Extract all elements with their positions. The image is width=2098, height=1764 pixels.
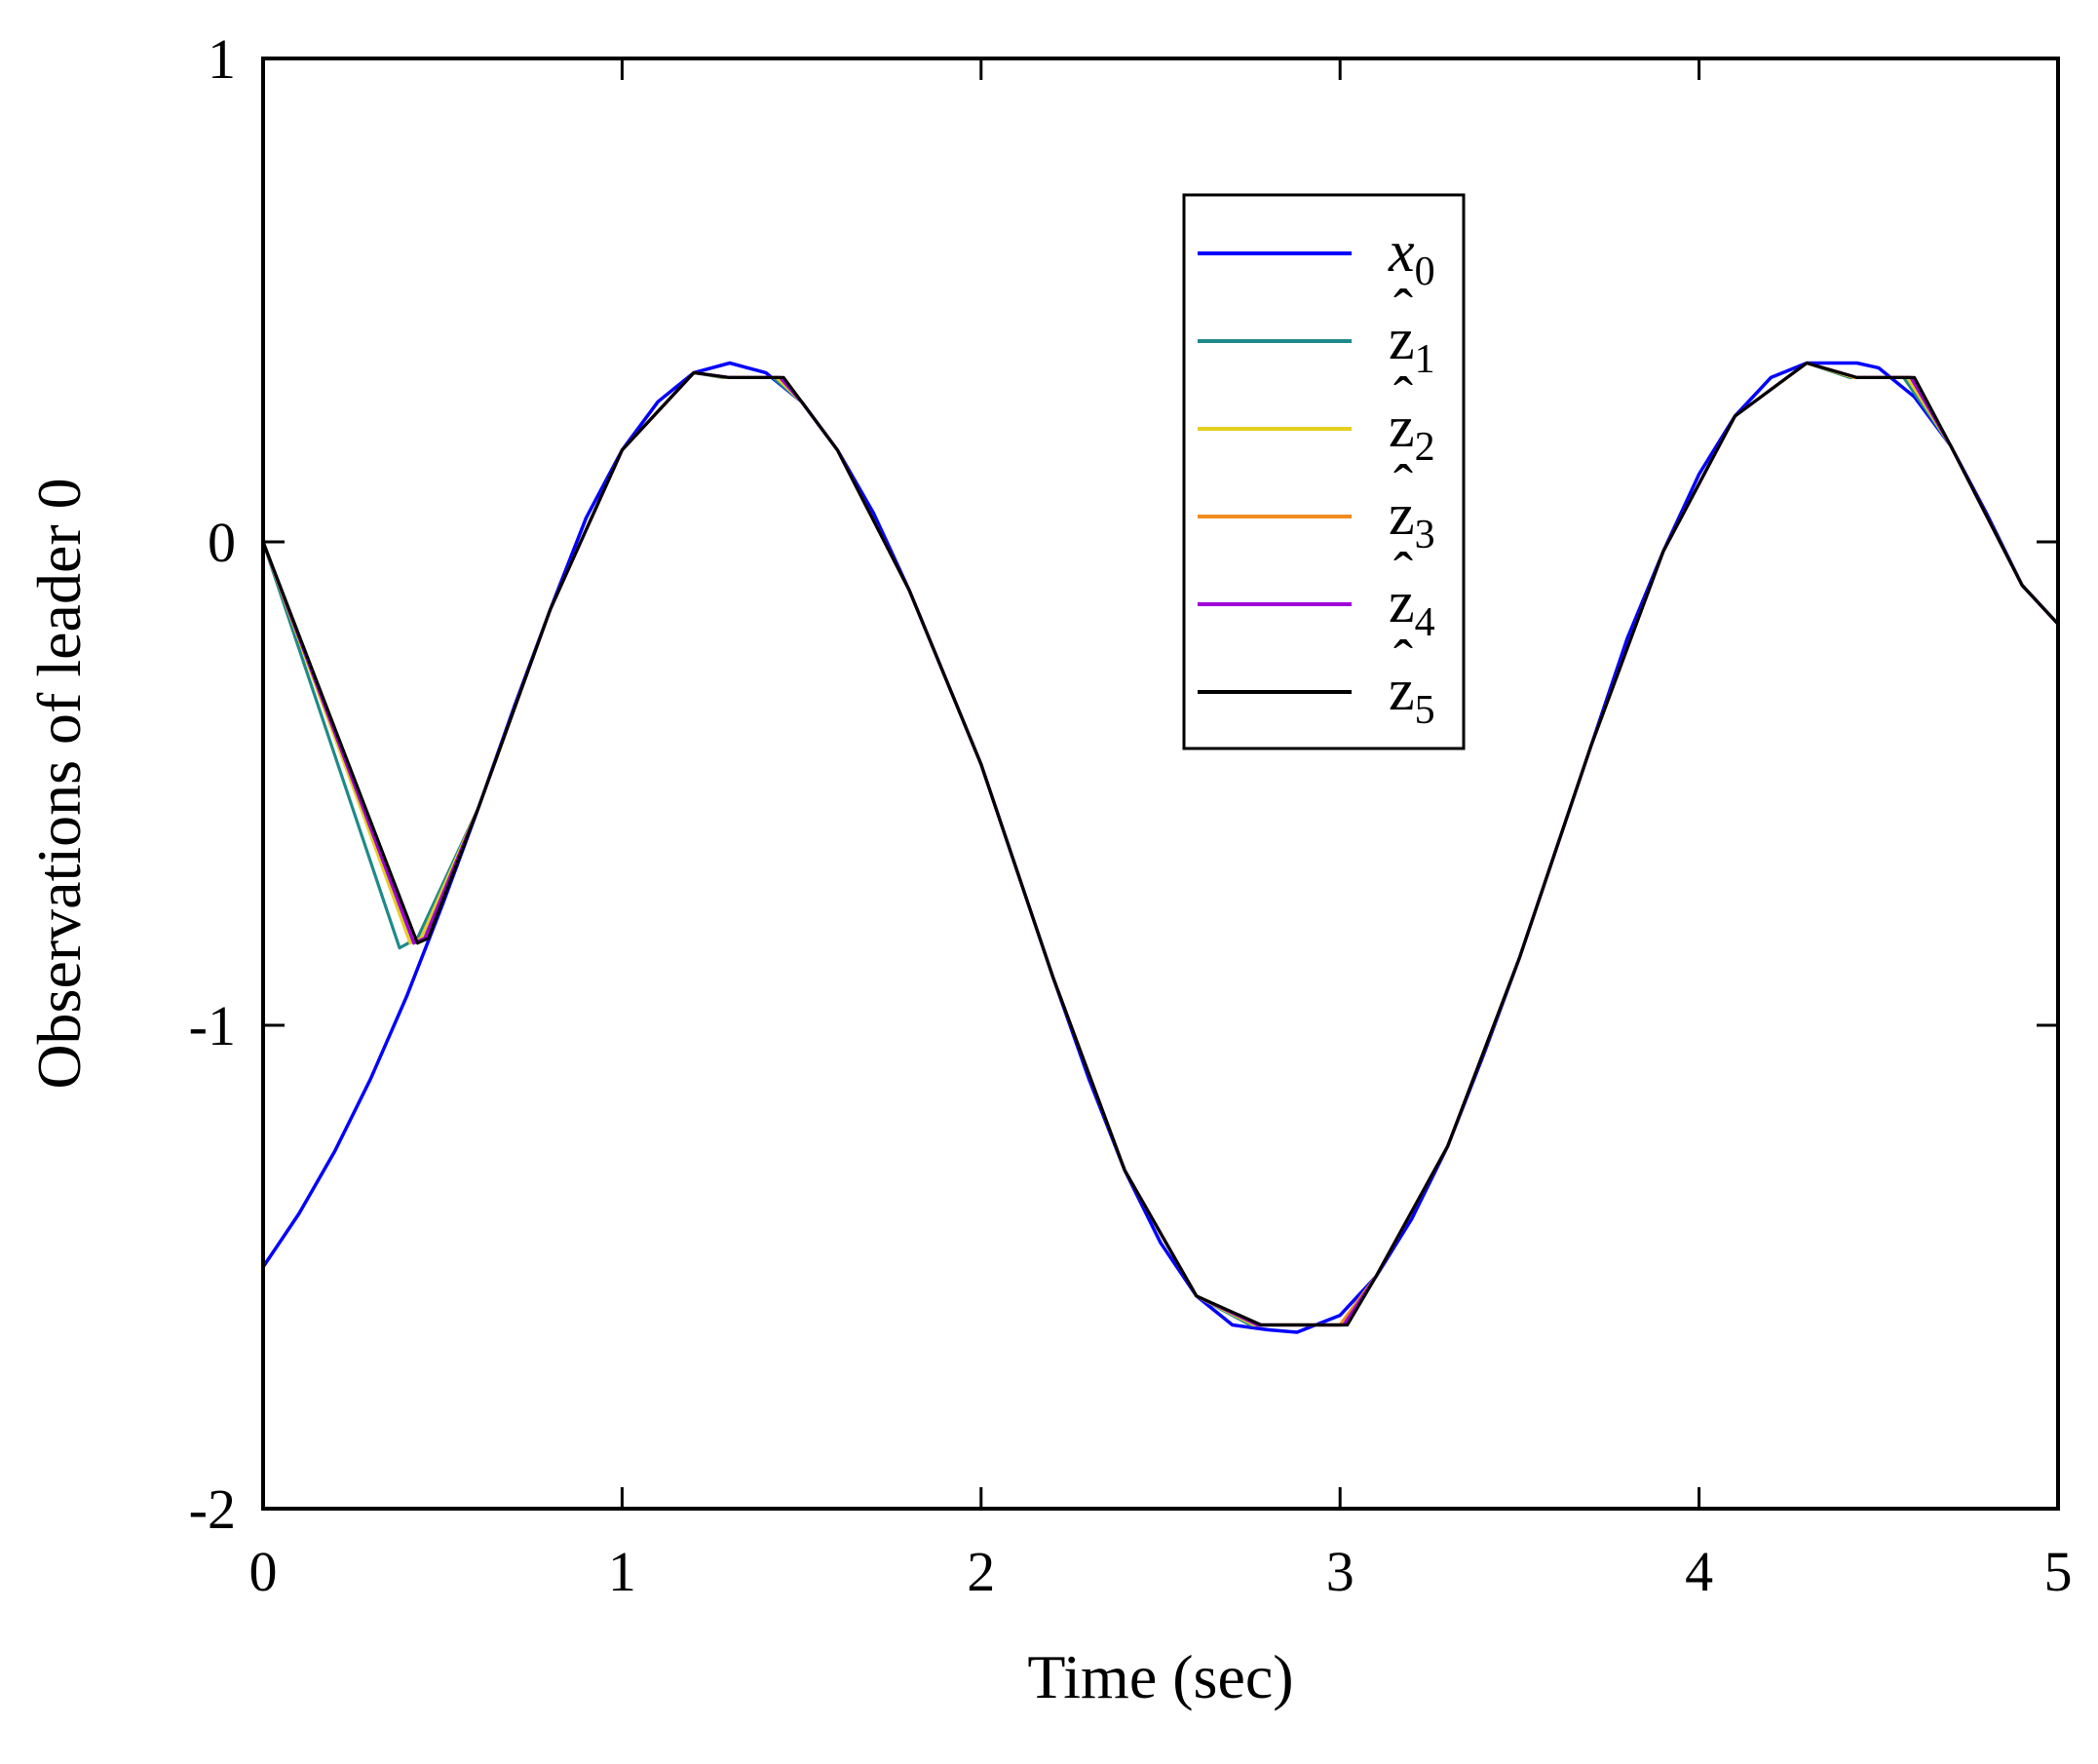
series-layer	[263, 361, 2058, 1334]
legend-entry-subscript: 3	[1415, 513, 1435, 557]
y-axis-label: Observations of leader 0	[24, 478, 94, 1089]
y-tick-label: 0	[208, 511, 236, 574]
series-line-z3	[263, 361, 2058, 1327]
ticks-layer: 0 1 2 3 4 5 -2 -1 0 1	[189, 27, 2073, 1603]
legend-entry-subscript: 1	[1415, 337, 1435, 382]
x-tick-label: 3	[1326, 1540, 1354, 1603]
legend-hat-accent: ˆ	[1393, 365, 1413, 430]
plot-frame	[261, 57, 2060, 1511]
legend-hat-accent: ˆ	[1393, 453, 1413, 518]
legend-entry: z3	[1389, 482, 1435, 557]
legend-entry: x0	[1388, 219, 1435, 294]
x-tick-label: 5	[2044, 1540, 2073, 1603]
series-line-x0	[263, 361, 2058, 1334]
legend-entry-name: z	[1389, 395, 1415, 459]
legend-entry-subscript: 5	[1415, 688, 1435, 733]
y-tick-label: -2	[189, 1477, 236, 1541]
axes-layer	[261, 57, 2060, 1511]
legend-hat-accent: ˆ	[1393, 629, 1413, 693]
legend-entry-subscript: 2	[1415, 425, 1435, 470]
series-line-z2	[263, 361, 2058, 1327]
series-line-z4	[263, 361, 2058, 1327]
y-tick-label: 1	[208, 27, 236, 91]
legend-entry-name: z	[1389, 307, 1415, 371]
series-line-z1	[263, 361, 2058, 1327]
x-tick-label: 4	[1685, 1540, 1713, 1603]
legend-entry-name: x	[1388, 219, 1415, 284]
x-tick-label: 2	[967, 1540, 995, 1603]
legend-entry-name: z	[1389, 482, 1415, 547]
legend-entry-subscript: 4	[1415, 600, 1435, 645]
x-tick-label: 1	[608, 1540, 636, 1603]
legend-entry: z4	[1389, 570, 1435, 645]
legend-hat-accent: ˆ	[1393, 541, 1413, 605]
legend-entry-name: z	[1389, 570, 1415, 634]
series-line-z5	[263, 361, 2058, 1327]
legend-hat-accent: ˆ	[1393, 278, 1413, 342]
legend-entry: z1	[1389, 307, 1435, 382]
legend-entry: z2	[1389, 395, 1435, 470]
legend-entry-name: z	[1389, 658, 1415, 722]
x-tick-label: 0	[249, 1540, 278, 1603]
legend-box	[1182, 193, 1466, 750]
legend-entry: z5	[1389, 658, 1435, 733]
legend-entry-subscript: 0	[1415, 249, 1435, 294]
y-tick-label: -1	[189, 994, 236, 1057]
x-axis-label: Time (sec)	[1027, 1642, 1293, 1711]
